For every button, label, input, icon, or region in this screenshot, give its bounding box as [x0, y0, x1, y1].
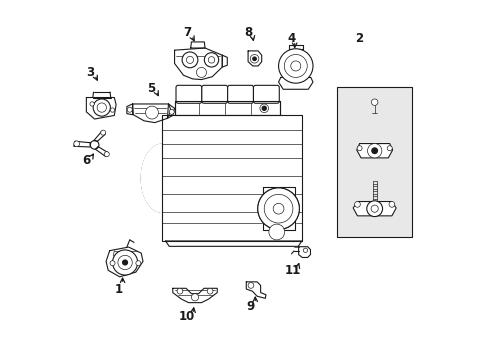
Circle shape: [278, 49, 312, 83]
Circle shape: [264, 194, 292, 223]
Polygon shape: [74, 141, 90, 147]
Polygon shape: [86, 98, 116, 119]
Text: 2: 2: [354, 32, 363, 45]
Circle shape: [118, 255, 132, 270]
Bar: [336, 87, 411, 237]
Circle shape: [260, 104, 268, 113]
Polygon shape: [132, 104, 171, 123]
FancyBboxPatch shape: [253, 85, 279, 103]
Circle shape: [257, 188, 299, 229]
Circle shape: [264, 194, 292, 223]
Circle shape: [204, 53, 218, 67]
Text: 7: 7: [183, 27, 191, 40]
Circle shape: [93, 99, 110, 116]
Polygon shape: [167, 104, 174, 118]
Polygon shape: [106, 247, 142, 277]
Circle shape: [97, 103, 106, 112]
Text: 1: 1: [114, 283, 122, 296]
Circle shape: [252, 57, 256, 60]
Circle shape: [196, 67, 206, 77]
Circle shape: [186, 56, 193, 63]
Circle shape: [262, 106, 266, 111]
Polygon shape: [356, 144, 392, 158]
FancyBboxPatch shape: [202, 85, 227, 103]
Circle shape: [104, 152, 109, 157]
Circle shape: [371, 99, 377, 105]
Circle shape: [101, 130, 105, 135]
Circle shape: [127, 107, 132, 112]
Text: 4: 4: [286, 32, 295, 45]
Polygon shape: [247, 51, 261, 66]
Circle shape: [354, 202, 360, 207]
Polygon shape: [298, 247, 310, 257]
Text: 10: 10: [178, 310, 194, 324]
Circle shape: [388, 202, 394, 207]
Circle shape: [191, 294, 198, 301]
Circle shape: [90, 102, 94, 106]
Circle shape: [169, 109, 174, 114]
Polygon shape: [126, 104, 132, 115]
Circle shape: [290, 61, 300, 71]
Circle shape: [273, 203, 284, 214]
FancyBboxPatch shape: [176, 85, 202, 103]
Circle shape: [110, 108, 115, 112]
Polygon shape: [278, 77, 312, 89]
Circle shape: [257, 188, 299, 229]
Text: 9: 9: [246, 300, 255, 313]
Circle shape: [356, 146, 362, 151]
Circle shape: [303, 248, 307, 252]
Circle shape: [370, 205, 378, 212]
Text: 6: 6: [82, 154, 91, 167]
Circle shape: [74, 141, 80, 147]
Circle shape: [177, 288, 183, 294]
Polygon shape: [174, 48, 222, 80]
FancyBboxPatch shape: [227, 85, 253, 103]
Circle shape: [367, 144, 381, 158]
Polygon shape: [165, 241, 301, 246]
Circle shape: [110, 261, 115, 266]
Polygon shape: [174, 101, 280, 116]
Polygon shape: [95, 147, 108, 156]
Polygon shape: [190, 42, 204, 48]
Circle shape: [207, 288, 212, 294]
Circle shape: [208, 57, 214, 63]
Circle shape: [284, 54, 306, 77]
Polygon shape: [263, 187, 294, 230]
Polygon shape: [222, 55, 227, 67]
Circle shape: [366, 201, 382, 217]
Circle shape: [145, 106, 158, 119]
Circle shape: [273, 203, 284, 214]
Text: 5: 5: [147, 82, 155, 95]
Circle shape: [247, 283, 253, 288]
Polygon shape: [94, 131, 105, 141]
Circle shape: [371, 148, 377, 154]
Circle shape: [136, 261, 141, 266]
Polygon shape: [246, 282, 265, 298]
Circle shape: [268, 224, 284, 240]
Circle shape: [122, 260, 127, 265]
Circle shape: [90, 140, 99, 149]
Polygon shape: [162, 116, 301, 241]
Circle shape: [112, 250, 137, 275]
Circle shape: [386, 146, 391, 151]
Text: 8: 8: [244, 27, 252, 40]
Circle shape: [250, 54, 258, 63]
Polygon shape: [172, 288, 217, 303]
Text: 11: 11: [285, 264, 301, 277]
Polygon shape: [352, 202, 395, 216]
Circle shape: [182, 52, 198, 68]
Text: 3: 3: [86, 66, 94, 79]
Polygon shape: [141, 144, 162, 212]
